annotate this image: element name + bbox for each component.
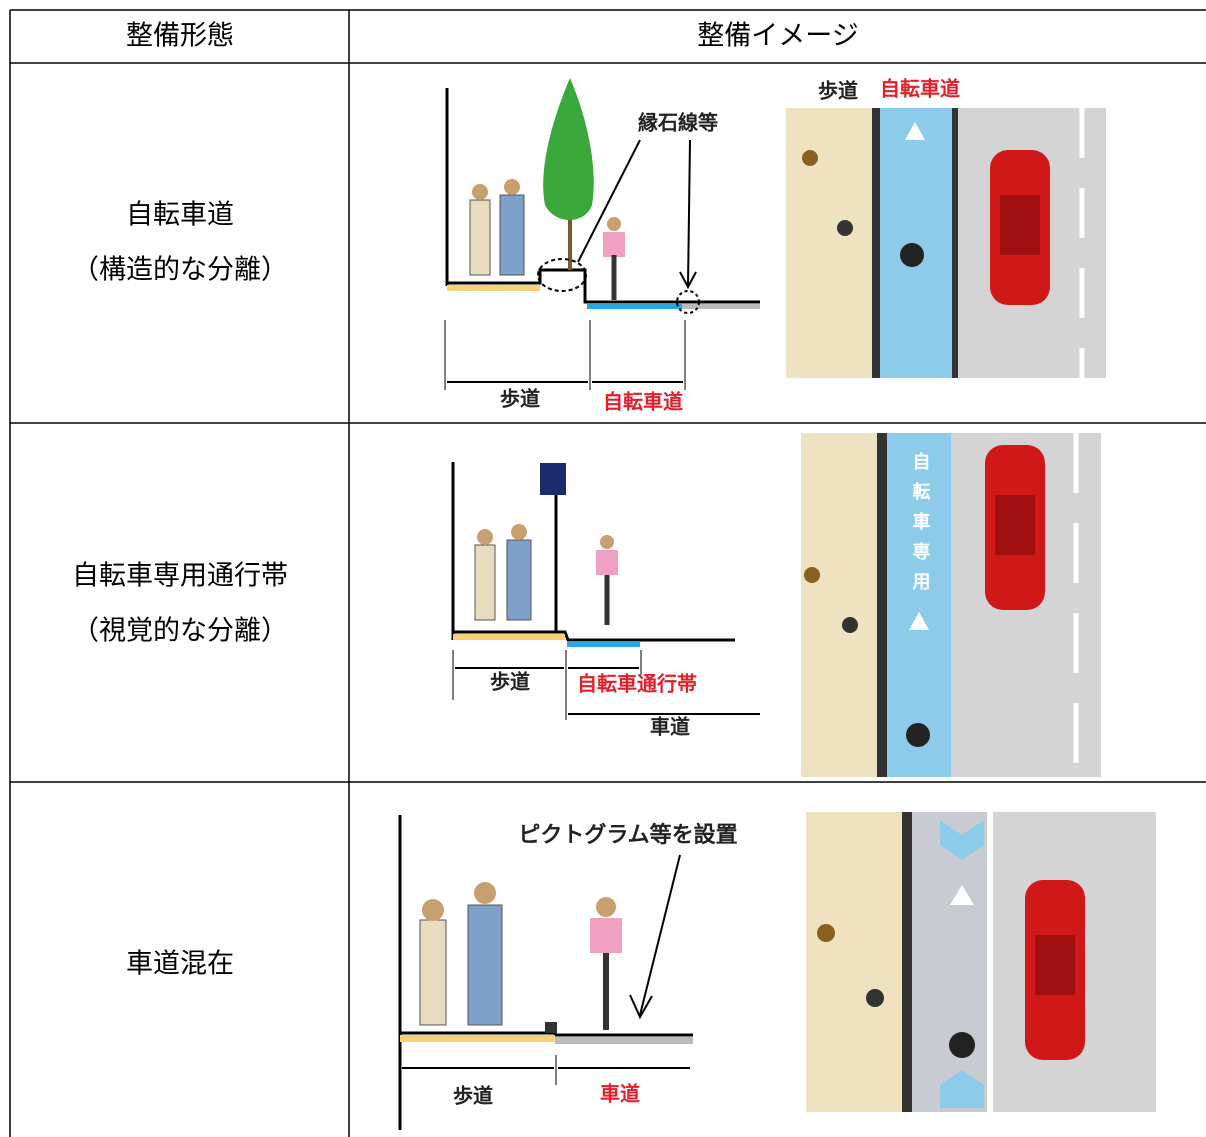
plan-label: 自転車道 xyxy=(880,77,960,101)
table-grid xyxy=(9,9,1206,1137)
plan-illustration xyxy=(806,812,1156,1112)
section-label: 歩道 xyxy=(453,1084,493,1108)
section-illustration xyxy=(398,815,693,1130)
type-name: 車道混在 xyxy=(126,949,234,980)
section-illustration xyxy=(444,78,760,390)
section-label: 歩道 xyxy=(490,670,530,694)
type-name: 自転車専用通行帯 xyxy=(72,561,288,592)
type-note: （構造的な分離） xyxy=(72,255,288,286)
plan-illustration xyxy=(801,433,1101,777)
header-cell: 整備イメージ xyxy=(697,21,858,52)
type-note: （視覚的な分離） xyxy=(72,616,288,647)
callout: ピクトグラム等を設置 xyxy=(518,822,737,848)
section-label: 車道 xyxy=(650,715,690,739)
lane-text: 自転車専用 xyxy=(910,451,931,602)
callout: 縁石線等 xyxy=(638,111,718,135)
section-label: 自転車道 xyxy=(603,390,683,414)
section-label: 車道 xyxy=(600,1082,640,1106)
plan-illustration xyxy=(786,108,1106,378)
type-name: 自転車道 xyxy=(126,200,234,231)
section-illustration xyxy=(451,462,760,720)
section-label: 歩道 xyxy=(500,387,540,411)
plan-label: 歩道 xyxy=(818,79,858,103)
header-cell: 整備形態 xyxy=(126,21,234,52)
section-label: 自転車通行帯 xyxy=(577,672,697,696)
